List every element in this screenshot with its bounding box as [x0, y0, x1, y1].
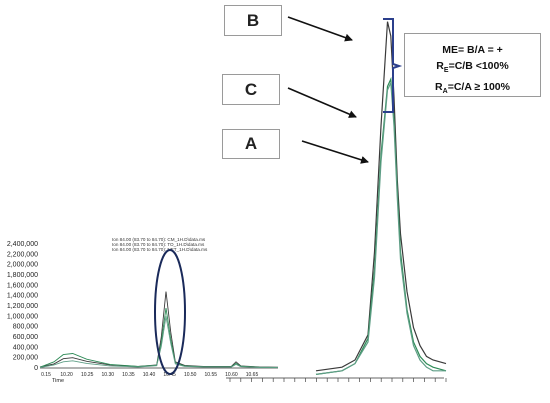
overview-x-tick-label: 10.40: [143, 372, 156, 378]
overview-y-tick-label: 1,400,000: [7, 293, 38, 300]
overview-series-line-2: [39, 308, 279, 368]
overview-y-axis: 0 200,000 400,000 600,000 800,000 1,000,000 1,…: [7, 241, 38, 372]
overview-x-tick-label: 0.15: [41, 372, 51, 378]
label-c-text: C: [244, 79, 258, 99]
overview-x-axis: 0.15 10.20 10.25 10.30 10.35 10.40 10.45 10.50 1…: [41, 372, 258, 378]
formula-box: ME= B/A = + RE=C/B <100% RA=C/A ≥ 100%: [404, 33, 541, 97]
overview-legend-entry: Ion 84.00 (83.70 to 84.70): TO_1H.D\data…: [112, 242, 205, 247]
overview-x-tick-label: 10.60: [225, 372, 238, 378]
arrow-a: [301, 140, 369, 164]
overview-y-tick-label: 400,000: [13, 344, 38, 351]
overview-y-tick-label: 2,200,000: [7, 251, 38, 258]
arrow-b: [287, 16, 353, 42]
arrow-c: [287, 87, 357, 118]
formula-re: RE=C/B <100%: [436, 60, 509, 75]
overview-x-tick-label: 10.25: [81, 372, 94, 378]
zoom-x-ticks: [229, 378, 447, 382]
overview-legend-entry: Ion 84.00 (83.70 to 84.70): CM_1H.D\data…: [112, 237, 206, 242]
zoom-series-line-a: [315, 82, 446, 375]
overview-series: [39, 291, 279, 369]
overview-legend-entry: Ion 84.00 (83.70 to 84.70): NET_1H.D\dat…: [112, 247, 208, 252]
overview-y-tick-label: 2,000,000: [7, 262, 38, 269]
overview-legend: Ion 84.00 (83.70 to 84.70): CM_1H.D\data…: [112, 237, 208, 252]
overview-x-tick-label: 10.65: [246, 372, 259, 378]
overview-x-axis-label: Time: [52, 378, 64, 384]
overview-x-tick-label: 10.35: [122, 372, 135, 378]
overview-series-line-1: [39, 291, 279, 368]
label-c: C: [222, 74, 280, 105]
label-b: B: [224, 5, 282, 36]
overview-x-tick-label: 10.55: [205, 372, 218, 378]
formula-me: ME= B/A = +: [442, 44, 503, 56]
label-a: A: [222, 129, 280, 159]
overview-y-tick-label: 1,800,000: [7, 272, 38, 279]
overview-x-tick-label: 10.30: [102, 372, 115, 378]
overview-x-tick-label: 10.20: [60, 372, 73, 378]
overview-y-tick-label: 800,000: [13, 324, 38, 331]
overview-x-tick-label: 10.50: [184, 372, 197, 378]
bracket: [383, 18, 403, 113]
overview-y-tick-label: 0: [34, 365, 38, 372]
overview-y-tick-label: 1,000,000: [7, 313, 38, 320]
label-a-text: A: [244, 134, 258, 153]
highlight-ellipse: [154, 249, 186, 375]
formula-ra: RA=C/A ≥ 100%: [435, 81, 510, 96]
overview-series-line-3: [39, 316, 279, 369]
overview-y-tick-label: 1,200,000: [7, 303, 38, 310]
overview-y-tick-label: 2,400,000: [7, 241, 38, 248]
overview-y-tick-label: 1,600,000: [7, 282, 38, 289]
overview-y-tick-label: 600,000: [13, 334, 38, 341]
label-b-text: B: [246, 10, 260, 30]
overview-y-tick-label: 200,000: [13, 355, 38, 362]
overview-chart: 0 200,000 400,000 600,000 800,000 1,000,000 1,…: [7, 237, 279, 384]
overview-x-tick-label: 10.45: [163, 372, 176, 378]
